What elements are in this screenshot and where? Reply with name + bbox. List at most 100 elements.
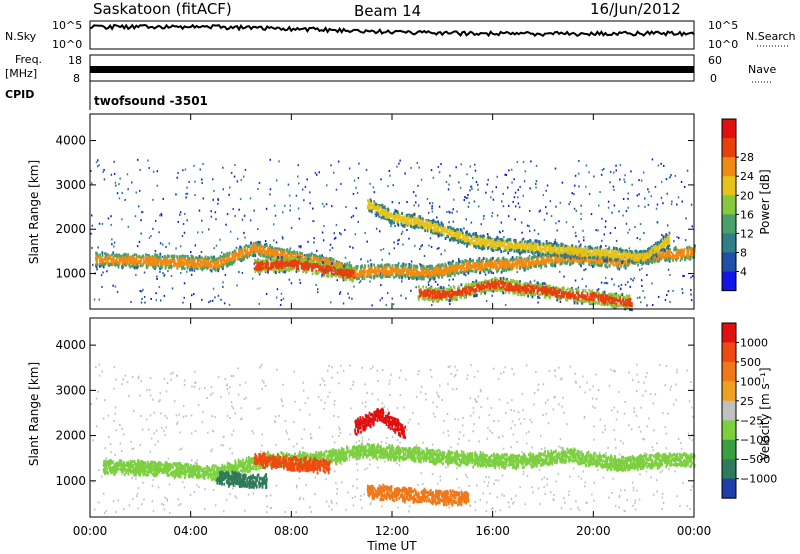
- echo-cell: [390, 268, 392, 272]
- noise-cell: [670, 251, 673, 254]
- echo-cell: [350, 275, 353, 279]
- echo-cell: [427, 270, 430, 274]
- echo-cell: [142, 257, 145, 261]
- echo-cell: [160, 261, 162, 265]
- noise-cell: [577, 286, 580, 289]
- echo-cell: [276, 248, 279, 252]
- echo-cell: [344, 266, 347, 270]
- echo-cell: [442, 265, 445, 269]
- echo-cell: [548, 254, 550, 258]
- noise-cell: [662, 202, 664, 205]
- echo-cell: [261, 267, 264, 271]
- noise-cell: [191, 294, 193, 297]
- echo-cell: [122, 257, 125, 261]
- echo-cell: [336, 262, 338, 266]
- nave-tick-top: 60: [708, 54, 722, 67]
- echo-cell: [203, 266, 206, 270]
- echo-cell: [667, 257, 670, 261]
- noise-cell: [676, 236, 678, 239]
- echo-cell: [153, 256, 155, 260]
- noise-cell: [351, 297, 353, 300]
- echo-cell: [686, 254, 689, 258]
- noise-cell: [524, 170, 527, 173]
- noise-cell: [336, 279, 338, 282]
- noise-cell: [429, 202, 431, 205]
- echo-cell: [414, 268, 417, 272]
- echo-cell: [96, 263, 99, 267]
- echo-cell: [477, 260, 480, 264]
- echo-cell: [331, 268, 334, 272]
- noise-cell: [184, 212, 186, 215]
- echo-cell: [240, 255, 243, 259]
- echo-cell: [394, 267, 397, 271]
- echo-cell: [137, 260, 140, 264]
- noise-cell: [243, 175, 245, 178]
- echo-cell: [133, 266, 136, 270]
- noise-cell: [119, 177, 121, 180]
- echo-cell: [425, 273, 427, 277]
- echo-cell: [375, 270, 377, 274]
- noise-cell: [90, 232, 92, 235]
- echo-cell: [524, 260, 527, 263]
- noise-cell: [406, 229, 408, 231]
- echo-cell: [453, 273, 456, 277]
- echo-cell: [524, 264, 527, 267]
- echo-cell: [681, 252, 683, 256]
- echo-cell: [416, 269, 419, 273]
- noise-cell: [431, 207, 433, 210]
- noise-cell: [233, 175, 236, 178]
- noise-cell: [162, 243, 164, 246]
- noise-cell: [625, 210, 628, 213]
- echo-cell: [461, 266, 464, 270]
- noise-cell: [502, 205, 505, 208]
- echo-cell: [321, 267, 324, 270]
- noise-cell: [369, 182, 371, 185]
- echo-cell: [150, 262, 153, 266]
- echo-cell: [498, 261, 500, 265]
- echo-cell: [421, 271, 423, 275]
- freq-label: Freq.: [15, 53, 42, 66]
- echo-cell: [465, 261, 468, 265]
- noise-cell: [448, 183, 450, 186]
- noise-cell: [444, 249, 446, 252]
- noise-cell: [618, 285, 620, 288]
- echo-cell: [337, 272, 340, 276]
- echo-cell: [269, 266, 271, 270]
- echo-cell: [197, 257, 200, 261]
- echo-cell: [152, 265, 155, 269]
- echo-cell: [662, 256, 665, 260]
- noise-cell: [144, 301, 146, 304]
- noise-cell: [622, 214, 624, 217]
- noise-cell: [352, 192, 355, 195]
- echo-cell: [439, 272, 442, 276]
- noise-cell: [113, 172, 116, 175]
- noise-cell: [140, 232, 142, 235]
- echo-cell: [678, 249, 680, 252]
- echo-cell: [304, 268, 307, 272]
- noise-cell: [239, 198, 242, 201]
- echo-cell: [693, 249, 696, 253]
- noise-cell: [614, 226, 616, 229]
- echo-cell: [224, 259, 227, 263]
- echo-cell: [246, 247, 249, 251]
- noise-cell: [636, 194, 638, 197]
- noise-cell: [641, 285, 643, 287]
- echo-cell: [374, 272, 376, 276]
- echo-cell: [116, 254, 118, 258]
- noise-cell: [666, 192, 668, 195]
- noise-cell: [106, 270, 108, 273]
- noise-cell: [637, 205, 640, 207]
- echo-cell: [101, 254, 104, 258]
- echo-cell: [346, 269, 349, 273]
- echo-cell: [493, 264, 496, 268]
- echo-cell: [654, 258, 657, 262]
- echo-cell: [383, 269, 386, 273]
- echo-cell: [290, 253, 293, 257]
- noise-cell: [628, 228, 631, 231]
- echo-cell: [479, 271, 481, 275]
- noise-cell: [163, 274, 165, 277]
- echo-cell: [203, 261, 205, 265]
- noise-cell: [535, 180, 538, 183]
- echo-cell: [671, 253, 674, 257]
- noise-cell: [379, 273, 382, 276]
